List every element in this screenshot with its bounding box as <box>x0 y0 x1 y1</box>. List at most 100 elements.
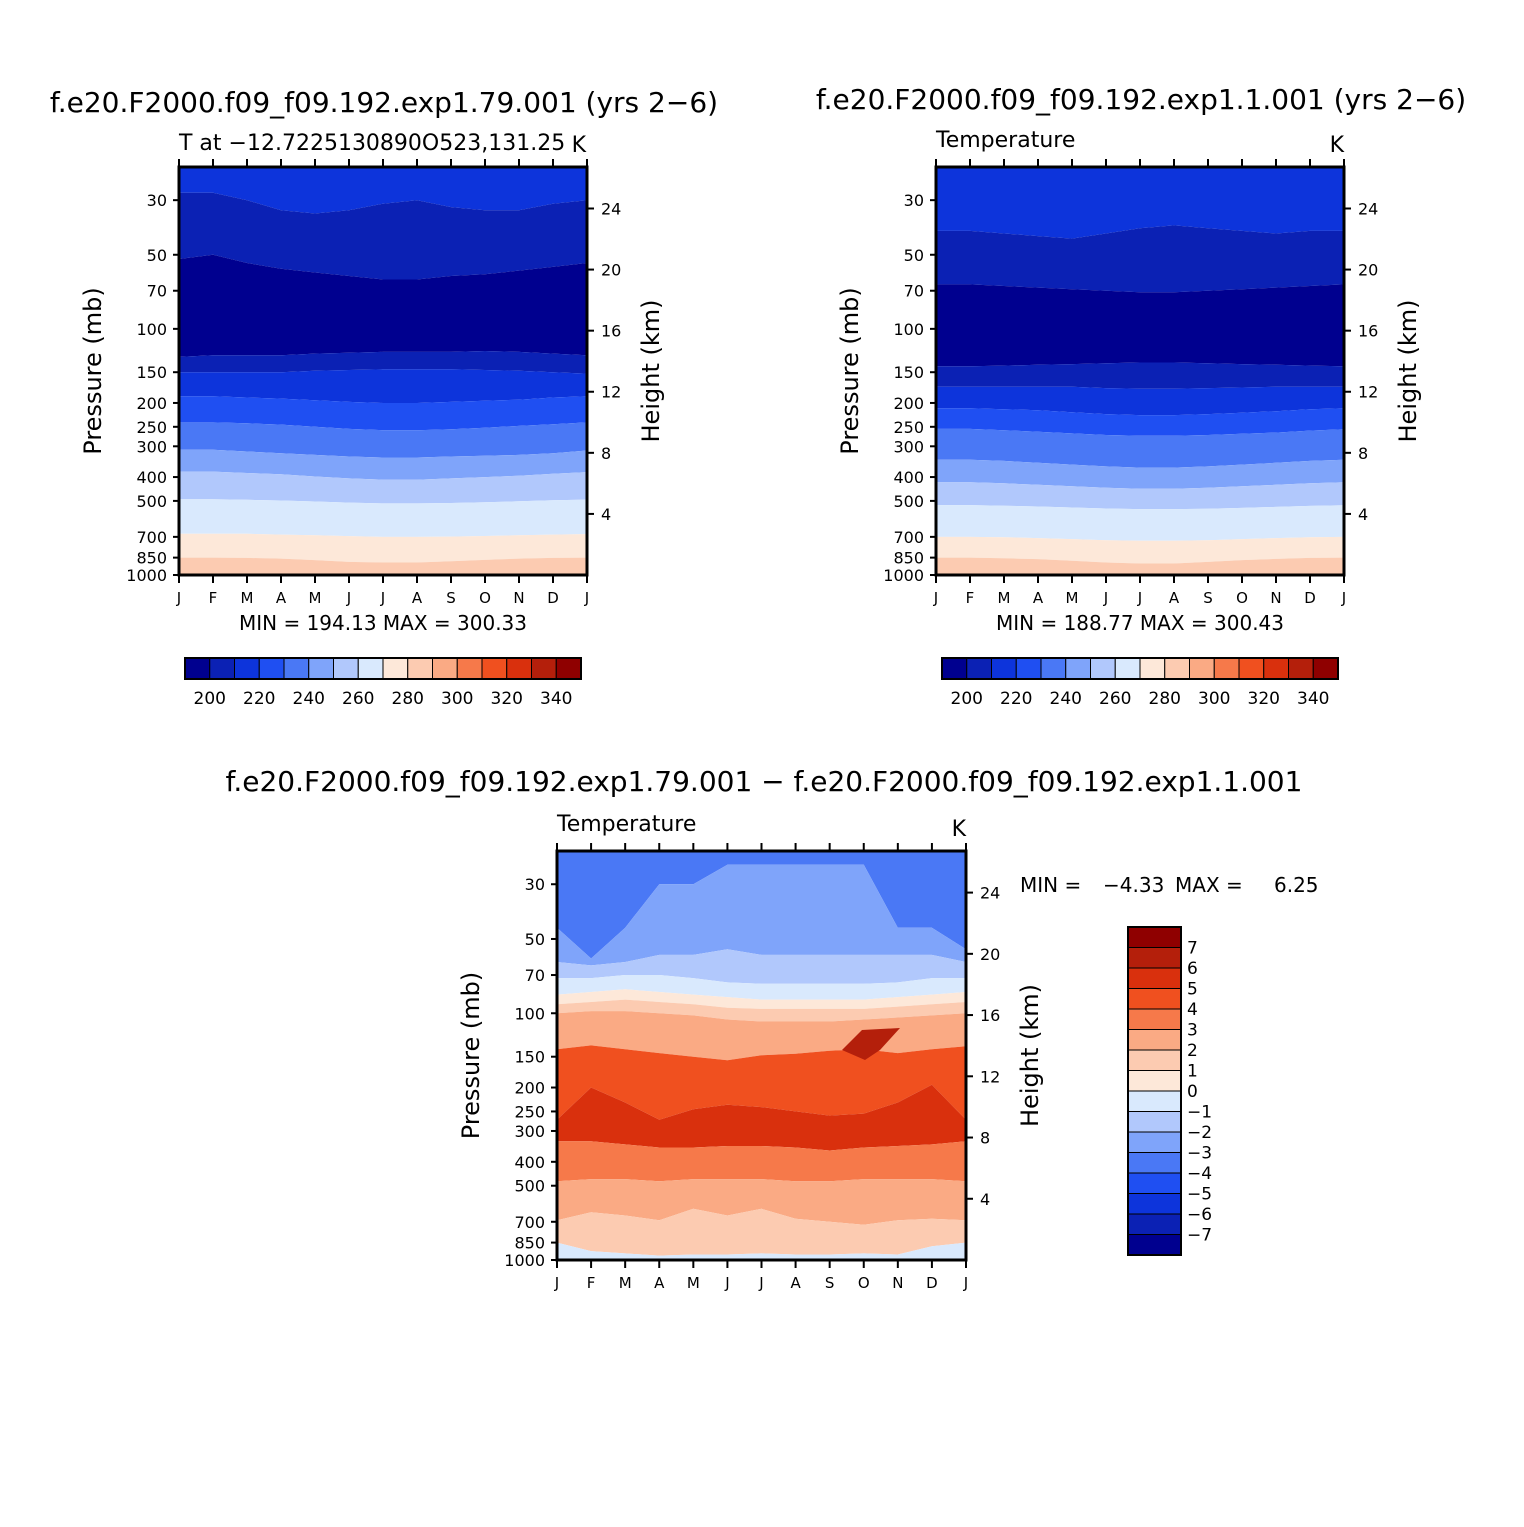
colorbar-swatch <box>1263 657 1289 680</box>
pressure-tick-label: 150 <box>136 363 167 382</box>
pressure-tick-label: 70 <box>525 966 545 985</box>
plot-frame <box>177 165 589 577</box>
month-tick-label: J <box>758 1274 763 1292</box>
colorbar-label: 320 <box>491 689 523 709</box>
pressure-tick-label: 50 <box>904 246 924 265</box>
difference-band <box>557 975 966 1000</box>
difference-band <box>557 1242 966 1260</box>
pressure-tick-label: 30 <box>904 191 924 210</box>
difference-band <box>557 949 966 984</box>
panel-exp1-stats: MIN = 188.77 MAX = 300.43 <box>996 611 1284 635</box>
month-tick-label: A <box>276 589 287 607</box>
colorbar-swatch <box>941 657 968 680</box>
colorbar-label: 340 <box>1297 689 1329 709</box>
colorbar-swatch <box>1127 1193 1182 1215</box>
temperature-band <box>936 536 1344 564</box>
month-tick-label: A <box>412 589 423 607</box>
month-tick-label: D <box>926 1274 938 1292</box>
panel-exp79: f.e20.F2000.f09_f09.192.exp1.79.001 (yrs… <box>50 86 718 709</box>
colorbar-swatch <box>209 657 235 680</box>
pressure-tick-label: 300 <box>893 437 924 456</box>
panel-difference-min-label: MIN = <box>1020 873 1081 897</box>
colorbar-label: 6 <box>1187 959 1198 979</box>
colorbar-frame <box>184 657 582 680</box>
colorbar-label: 3 <box>1187 1021 1198 1041</box>
colorbar-swatch <box>1189 657 1215 680</box>
panel-exp79-subtitle: T at −12.7225130890O523,131.25 <box>178 131 565 156</box>
height-tick-label: 8 <box>601 444 611 463</box>
colorbar-label: −1 <box>1187 1103 1212 1123</box>
colorbar-swatch <box>1127 1090 1182 1112</box>
panel-difference-max: 6.25 <box>1274 873 1319 897</box>
colorbar-label: −5 <box>1187 1185 1212 1205</box>
colorbar-swatch <box>382 657 409 680</box>
height-tick-label: 20 <box>1358 261 1378 280</box>
height-tick-label: 16 <box>601 322 621 341</box>
colorbar-frame <box>1127 926 1182 1256</box>
difference-band <box>557 1208 966 1256</box>
colorbar-swatch <box>456 657 483 680</box>
month-tick-label: J <box>1103 589 1108 607</box>
month-tick-label: J <box>380 589 385 607</box>
temperature-band <box>936 408 1344 436</box>
pressure-tick-label: 500 <box>893 492 924 511</box>
colorbar-swatch <box>283 657 310 680</box>
panel-exp79-stats: MIN = 194.13 MAX = 300.33 <box>239 611 527 635</box>
pressure-tick-label: 850 <box>136 549 167 568</box>
colorbar-label: 220 <box>1000 689 1032 709</box>
height-axis-label: Height (km) <box>1016 984 1044 1127</box>
colorbar-swatch <box>1312 657 1339 680</box>
colorbar-label: 0 <box>1187 1082 1198 1102</box>
temperature-band <box>936 557 1344 575</box>
colorbar-swatch <box>1213 657 1240 680</box>
month-tick-label: N <box>892 1274 903 1292</box>
plot-frame <box>934 165 1346 577</box>
temperature-band <box>179 192 587 280</box>
colorbar-swatch <box>1015 657 1042 680</box>
month-tick-label: J <box>724 1274 729 1292</box>
colorbar-label: 200 <box>194 689 226 709</box>
temperature-band <box>179 167 587 214</box>
colorbar-label: 1 <box>1187 1062 1198 1082</box>
temperature-band <box>936 225 1344 293</box>
month-tick-label: J <box>176 589 181 607</box>
colorbar-label: 240 <box>293 689 325 709</box>
height-tick-label: 4 <box>980 1190 990 1209</box>
panel-exp1-units: K <box>1330 133 1345 158</box>
temperature-band <box>179 557 587 575</box>
pressure-tick-label: 700 <box>136 528 167 547</box>
temperature-band <box>936 428 1344 468</box>
colorbar-swatch <box>333 657 359 680</box>
pressure-tick-label: 1000 <box>126 566 167 585</box>
colorbar-swatch <box>1127 1111 1182 1133</box>
pressure-tick-label: 200 <box>514 1079 545 1098</box>
colorbar-swatch <box>184 657 211 680</box>
pressure-tick-label: 100 <box>136 320 167 339</box>
pressure-tick-label: 300 <box>514 1122 545 1141</box>
colorbar-label: 320 <box>1248 689 1280 709</box>
colorbar-label: 280 <box>1149 689 1181 709</box>
plot-frame <box>555 849 968 1262</box>
difference-band <box>557 989 966 1009</box>
colorbar-swatch <box>357 657 384 680</box>
month-tick-label: J <box>933 589 938 607</box>
month-tick-label: J <box>554 1274 559 1292</box>
colorbar-swatch <box>1127 1152 1182 1174</box>
pressure-axis-label: Pressure (mb) <box>79 287 107 454</box>
pressure-tick-label: 400 <box>514 1153 545 1172</box>
month-tick-label: A <box>1033 589 1044 607</box>
colorbar-swatch <box>506 657 532 680</box>
colorbar-swatch <box>1114 657 1141 680</box>
colorbar-swatch <box>481 657 508 680</box>
colorbar-swatch <box>531 657 557 680</box>
panel-exp1: f.e20.F2000.f09_f09.192.exp1.1.001 (yrs … <box>816 83 1466 709</box>
pressure-tick-label: 50 <box>147 246 167 265</box>
pressure-tick-label: 150 <box>514 1048 545 1067</box>
panel-exp1-colorbar: 200 220 240 260 280 300 320 340 <box>941 657 1339 709</box>
temperature-band <box>179 499 587 537</box>
colorbar-swatch <box>1127 1049 1182 1071</box>
colorbar-swatch <box>1164 657 1190 680</box>
